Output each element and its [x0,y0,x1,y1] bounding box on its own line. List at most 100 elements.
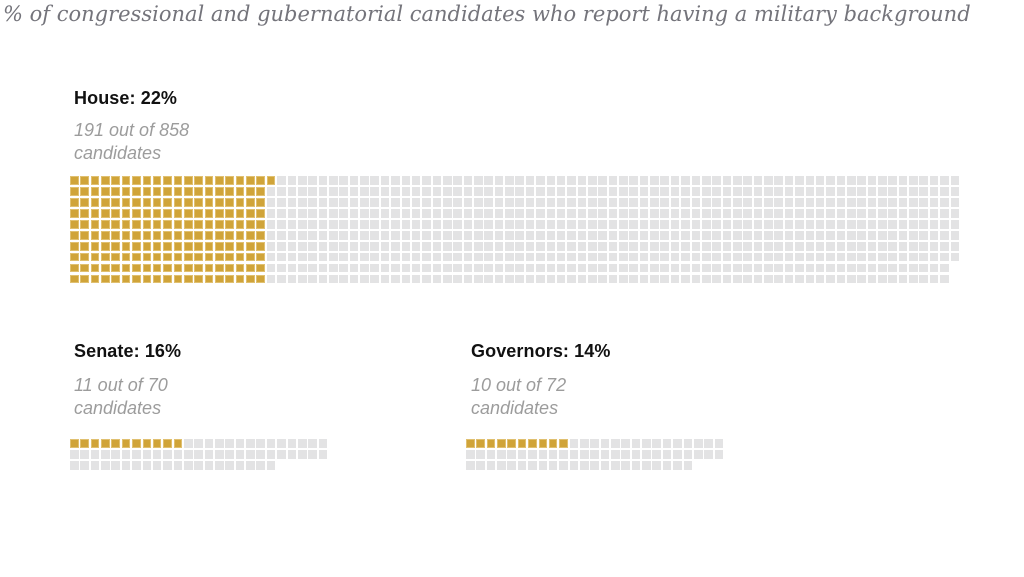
waffle-cell-filled [194,230,203,240]
waffle-cell-filled [121,197,131,207]
waffle-cell-empty [194,449,203,459]
waffle-cell-empty [380,263,390,273]
waffle-cell-empty [743,176,752,185]
waffle-cell-filled [256,274,266,284]
waffle-cell-filled [121,208,131,218]
waffle-cell-empty [629,176,638,185]
waffle-cell-empty [484,241,493,251]
waffle-cell-empty [225,460,234,470]
waffle-cell-filled [132,230,141,240]
waffle-cell-filled [152,274,162,284]
waffle-cell-empty [898,197,908,207]
waffle-cell-empty [505,241,514,251]
waffle-cell-empty [308,439,317,448]
waffle-cell-filled [215,263,224,273]
waffle-cell-empty [567,186,576,196]
waffle-cell-empty [919,230,929,240]
waffle-cell-empty [546,274,556,284]
waffle-cell-filled [204,230,214,240]
waffle-cell-empty [722,219,732,229]
waffle-cell-empty [639,197,649,207]
waffle-cell-empty [867,241,877,251]
waffle-cell-empty [795,252,804,262]
waffle-cell-empty [411,252,421,262]
waffle-cell-empty [266,274,276,284]
waffle-cell-empty [235,460,245,470]
waffle-cell-empty [670,219,680,229]
waffle-cell-filled [183,208,193,218]
waffle-row [70,219,961,229]
waffle-cell-empty [878,241,887,251]
waffle-cell-empty [764,176,773,185]
waffle-cell-empty [484,263,493,273]
waffle-row [70,460,329,470]
waffle-cell-empty [619,186,628,196]
waffle-cell-filled [152,230,162,240]
waffle-row [70,439,329,448]
waffle-cell-empty [764,263,773,273]
waffle-cell-empty [318,176,328,185]
waffle-cell-empty [629,208,638,218]
waffle-cell-filled [246,186,255,196]
waffle-cell-empty [867,252,877,262]
waffle-cell-empty [474,219,483,229]
waffle-cell-filled [101,208,110,218]
waffle-cell-empty [567,208,576,218]
waffle-cell-filled [225,230,234,240]
waffle-cell-filled [142,263,152,273]
waffle-cell-empty [349,208,359,218]
waffle-cell-empty [515,208,525,218]
waffle-cell-empty [339,241,348,251]
waffle-cell-empty [567,241,576,251]
waffle-cell-empty [836,176,846,185]
waffle-cell-empty [929,252,939,262]
waffle-cell-empty [463,274,473,284]
waffle-cell-filled [111,186,121,196]
waffle-cell-empty [80,460,89,470]
waffle-cell-empty [536,208,545,218]
waffle-cell-empty [815,230,825,240]
waffle-cell-empty [308,176,317,185]
waffle-cell-empty [80,449,89,459]
waffle-cell-empty [453,208,462,218]
waffle-cell-empty [722,230,732,240]
waffle-cell-empty [536,197,545,207]
waffle-cell-empty [453,230,462,240]
waffle-cell-empty [515,176,525,185]
waffle-cell-empty [422,208,431,218]
waffle-cell-empty [784,230,794,240]
waffle-cell-empty [600,460,610,470]
waffle-cell-empty [318,208,328,218]
waffle-cell-empty [328,186,338,196]
waffle-cell-filled [121,219,131,229]
waffle-cell-empty [805,274,815,284]
waffle-cell-filled [183,230,193,240]
waffle-cell-empty [318,241,328,251]
waffle-cell-empty [567,219,576,229]
waffle-cell-empty [888,219,897,229]
waffle-cell-empty [142,460,152,470]
waffle-cell-empty [867,274,877,284]
waffle-cell-filled [256,230,266,240]
waffle-cell-empty [360,252,369,262]
waffle-cell-empty [621,439,630,448]
waffle-cell-empty [639,208,649,218]
waffle-cell-empty [619,197,628,207]
waffle-cell-empty [836,230,846,240]
waffle-cell-empty [494,274,504,284]
waffle-cell-empty [753,274,763,284]
waffle-cell-empty [579,439,589,448]
waffle-cell-empty [878,252,887,262]
waffle-cell-empty [152,460,162,470]
waffle-cell-filled [101,219,110,229]
waffle-cell-empty [422,263,431,273]
waffle-cell-filled [90,439,100,448]
waffle-cell-filled [225,263,234,273]
waffle-cell-filled [132,252,141,262]
waffle-cell-filled [111,208,121,218]
waffle-cell-empty [608,230,618,240]
waffle-cell-empty [349,274,359,284]
waffle-cell-filled [235,274,245,284]
waffle-cell-filled [111,252,121,262]
waffle-cell-filled [235,176,245,185]
